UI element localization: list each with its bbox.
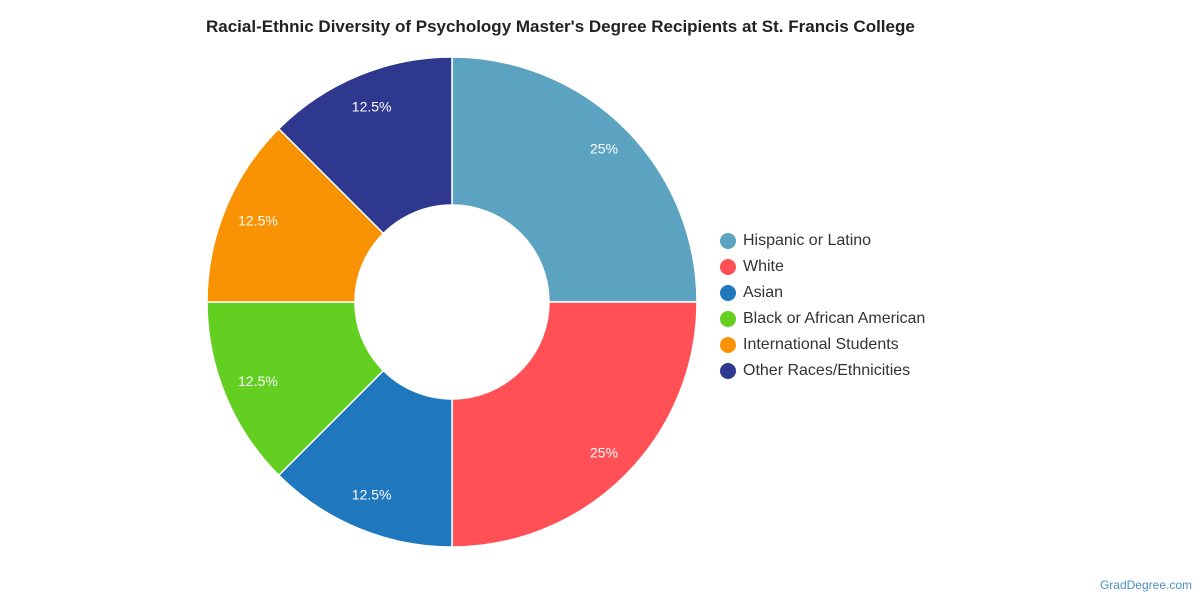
data-label: 25% bbox=[590, 445, 618, 461]
legend-marker-icon bbox=[720, 259, 736, 275]
data-label: 12.5% bbox=[352, 487, 392, 503]
legend-item[interactable]: Asian bbox=[720, 280, 925, 306]
legend-label: White bbox=[743, 258, 784, 275]
legend-label: International Students bbox=[743, 336, 899, 353]
legend-marker-icon bbox=[720, 337, 736, 353]
slice-other-races-ethnicities[interactable] bbox=[277, 56, 453, 235]
legend-marker-icon bbox=[720, 311, 736, 327]
slice-international-students[interactable] bbox=[206, 127, 385, 303]
legend-label: Hispanic or Latino bbox=[743, 232, 872, 249]
data-label: 12.5% bbox=[352, 99, 392, 115]
legend-marker-icon bbox=[720, 285, 736, 301]
legend-marker-icon bbox=[720, 233, 736, 249]
legend-item[interactable]: White bbox=[720, 254, 925, 280]
watermark[interactable]: GradDegree.com bbox=[1099, 578, 1192, 592]
slice-white[interactable] bbox=[451, 301, 698, 548]
data-label: 25% bbox=[590, 141, 618, 157]
slice-black-or-african-american[interactable] bbox=[206, 301, 385, 477]
legend-item[interactable]: Black or African American bbox=[720, 306, 925, 332]
chart-title: Racial-Ethnic Diversity of Psychology Ma… bbox=[206, 17, 915, 36]
slices-group bbox=[206, 56, 698, 548]
legend-item[interactable]: Hispanic or Latino bbox=[720, 228, 925, 254]
legend-label: Asian bbox=[743, 284, 784, 301]
slice-asian[interactable] bbox=[277, 369, 453, 548]
legend: Hispanic or Latino White Asian Black or Afr… bbox=[720, 228, 925, 384]
legend-marker-icon bbox=[720, 363, 736, 379]
legend-item[interactable]: Other Races/Ethnicities bbox=[720, 358, 925, 384]
legend-label: Black or African American bbox=[743, 310, 926, 327]
legend-label: Other Races/Ethnicities bbox=[743, 362, 911, 379]
data-label: 12.5% bbox=[238, 212, 278, 228]
legend-item[interactable]: International Students bbox=[720, 332, 925, 358]
slice-hispanic-or-latino[interactable] bbox=[451, 56, 698, 303]
data-label: 12.5% bbox=[238, 373, 278, 389]
data-labels-group: 25% 25% 12.5% 12.5% 12.5% 12.5% bbox=[238, 99, 618, 503]
